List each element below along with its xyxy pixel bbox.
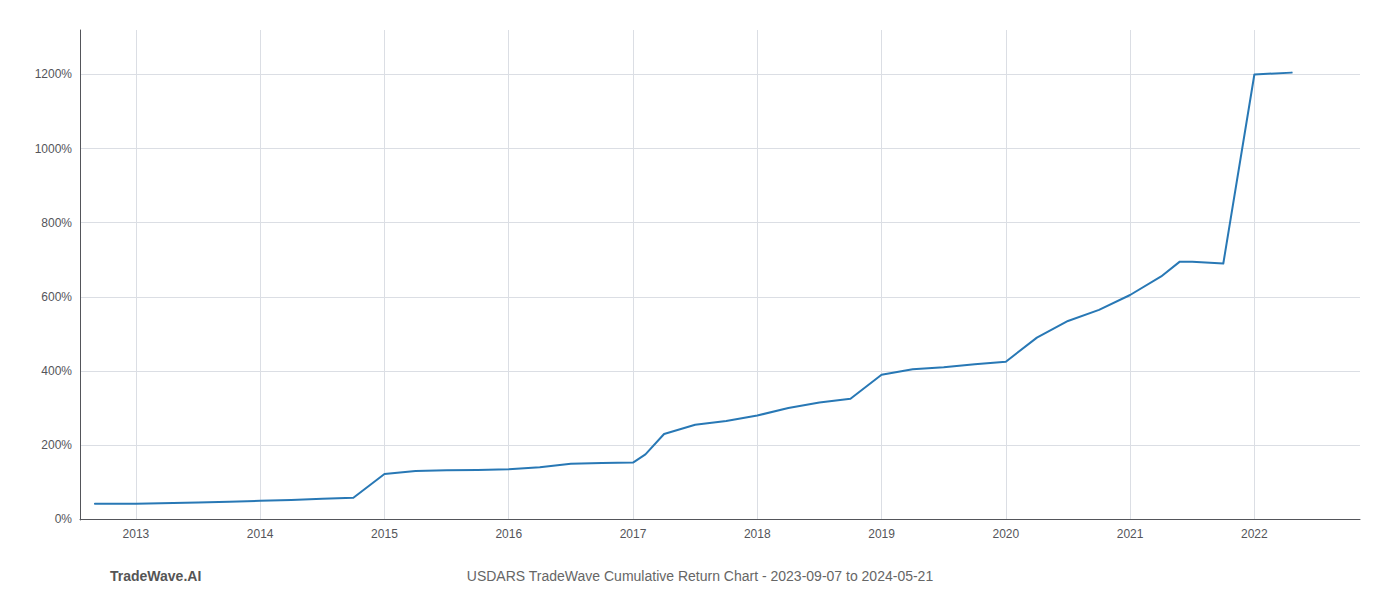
svg-text:2016: 2016 bbox=[495, 527, 522, 541]
svg-text:USDARS TradeWave Cumulative Re: USDARS TradeWave Cumulative Return Chart… bbox=[467, 568, 934, 584]
svg-text:2013: 2013 bbox=[123, 527, 150, 541]
svg-text:2014: 2014 bbox=[247, 527, 274, 541]
svg-text:200%: 200% bbox=[41, 438, 72, 452]
svg-text:TradeWave.AI: TradeWave.AI bbox=[110, 568, 201, 584]
svg-text:2022: 2022 bbox=[1241, 527, 1268, 541]
svg-text:2015: 2015 bbox=[371, 527, 398, 541]
svg-text:0%: 0% bbox=[55, 512, 73, 526]
svg-text:2018: 2018 bbox=[744, 527, 771, 541]
svg-text:1000%: 1000% bbox=[35, 142, 73, 156]
svg-text:1200%: 1200% bbox=[35, 67, 73, 81]
svg-text:400%: 400% bbox=[41, 364, 72, 378]
svg-text:800%: 800% bbox=[41, 216, 72, 230]
svg-text:2021: 2021 bbox=[1117, 527, 1144, 541]
svg-text:2017: 2017 bbox=[620, 527, 647, 541]
svg-text:2019: 2019 bbox=[868, 527, 895, 541]
svg-text:600%: 600% bbox=[41, 290, 72, 304]
svg-text:2020: 2020 bbox=[992, 527, 1019, 541]
